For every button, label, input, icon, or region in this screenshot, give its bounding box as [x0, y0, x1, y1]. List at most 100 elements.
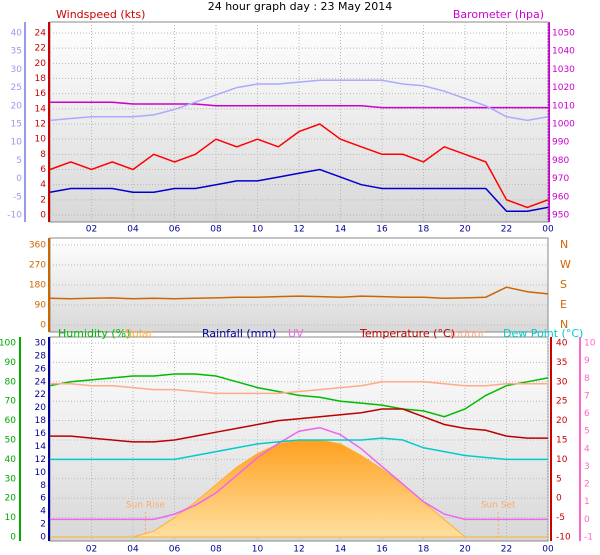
compass-label: N [560, 318, 568, 331]
y-tick-label: 24 [35, 29, 47, 39]
y-tick-label: 15 [556, 436, 567, 446]
x-tick-label: 00 [542, 225, 554, 235]
compass-label: W [560, 258, 571, 271]
axis-title: Barometer (hpa) [453, 8, 544, 21]
x-tick-label: 06 [169, 545, 181, 555]
y-tick-label: 15 [11, 120, 22, 130]
x-tick-label: 22 [501, 545, 512, 555]
y-tick-label: 0 [40, 321, 46, 331]
y-tick-label: 10 [35, 468, 47, 478]
chart-title: 24 hour graph day : 23 May 2014 [208, 0, 393, 13]
y-tick-label: 30 [556, 377, 568, 387]
y-tick-label: 30 [5, 474, 17, 484]
y-tick-label: 20 [556, 416, 568, 426]
y-tick-label: -10 [7, 211, 22, 221]
series-line [49, 373, 549, 418]
series-line [49, 168, 549, 212]
y-tick-label: 6 [584, 409, 590, 419]
y-tick-label: 970 [552, 174, 569, 184]
y-tick-label: 10 [35, 135, 47, 145]
y-tick-label: 6 [40, 165, 46, 175]
y-tick-label: 90 [5, 358, 17, 368]
y-tick-label: 4 [40, 507, 46, 517]
legend-label: Indoor [450, 327, 486, 340]
y-tick-label: -1 [584, 533, 593, 543]
x-tick-label: 18 [418, 545, 430, 555]
y-tick-label: 100 [0, 339, 16, 349]
y-tick-label: 8 [40, 481, 46, 491]
y-tick-label: 40 [5, 455, 17, 465]
x-tick-label: 04 [127, 225, 139, 235]
x-tick-label: 16 [376, 545, 388, 555]
y-tick-label: 1040 [552, 47, 575, 57]
series-line [50, 426, 548, 521]
y-tick-label: 0 [10, 533, 16, 543]
y-tick-label: 18 [35, 416, 47, 426]
legend-label: Solar [125, 327, 154, 340]
y-tick-label: 5 [556, 474, 562, 484]
series-line [50, 408, 548, 443]
y-tick-label: 10 [11, 138, 23, 148]
x-tick-label: 14 [335, 545, 347, 555]
series-line [50, 381, 548, 395]
x-tick-label: 16 [376, 225, 388, 235]
y-tick-label: 40 [556, 339, 568, 349]
y-tick-label: 8 [40, 150, 46, 160]
y-tick-label: 14 [35, 104, 47, 114]
x-tick-label: 02 [86, 545, 97, 555]
y-tick-label: 80 [5, 377, 17, 387]
y-tick-label: 4 [40, 180, 46, 190]
legend-label: UV [288, 327, 304, 340]
x-tick-label: 00 [542, 545, 554, 555]
y-tick-label: 22 [35, 390, 46, 400]
y-tick-label: 16 [35, 89, 47, 99]
y-tick-label: 16 [35, 429, 47, 439]
y-tick-label: 1 [584, 497, 590, 507]
y-tick-label: 1010 [552, 101, 575, 111]
y-tick-label: 22 [35, 44, 46, 54]
compass-label: E [560, 298, 567, 311]
series-line [50, 101, 548, 109]
y-tick-label: 70 [5, 397, 17, 407]
compass-label: N [560, 238, 568, 251]
x-tick-label: 18 [418, 225, 430, 235]
x-tick-label: 14 [335, 225, 347, 235]
y-tick-label: 5 [584, 427, 590, 437]
y-tick-label: 180 [29, 281, 46, 291]
x-tick-label: 04 [127, 545, 139, 555]
y-tick-label: 50 [5, 436, 17, 446]
y-tick-label: 30 [35, 339, 47, 349]
y-tick-label: 35 [11, 47, 22, 57]
x-tick-label: 06 [169, 225, 181, 235]
y-tick-label: 2 [584, 480, 590, 490]
compass-label: S [560, 278, 567, 291]
y-tick-label: 14 [35, 442, 47, 452]
y-tick-label: 8 [584, 374, 590, 384]
x-tick-label: 20 [459, 545, 471, 555]
y-tick-label: 0 [16, 174, 22, 184]
series-line [50, 437, 548, 461]
y-tick-label: 9 [584, 356, 590, 366]
y-tick-label: 5 [16, 156, 22, 166]
y-tick-label: 980 [552, 156, 569, 166]
y-tick-label: -10 [556, 533, 571, 543]
y-tick-label: 18 [35, 74, 47, 84]
y-tick-label: 1030 [552, 65, 575, 75]
y-tick-label: 1000 [552, 120, 575, 130]
x-tick-label: 02 [86, 225, 97, 235]
y-tick-label: 4 [584, 444, 590, 454]
y-tick-label: 1050 [552, 29, 575, 39]
series-line [49, 79, 549, 122]
y-tick-label: 20 [35, 59, 47, 69]
annotation: Sun Rise [126, 501, 165, 511]
y-tick-label: 270 [29, 261, 46, 271]
annotation: Sun Set [481, 501, 516, 511]
y-tick-label: 6 [40, 494, 46, 504]
y-tick-label: 3 [584, 462, 590, 472]
y-tick-label: 35 [556, 358, 567, 368]
y-tick-label: -5 [13, 192, 22, 202]
x-tick-label: 08 [210, 225, 222, 235]
axis-title: Windspeed (kts) [56, 8, 145, 21]
y-tick-label: 90 [35, 301, 47, 311]
